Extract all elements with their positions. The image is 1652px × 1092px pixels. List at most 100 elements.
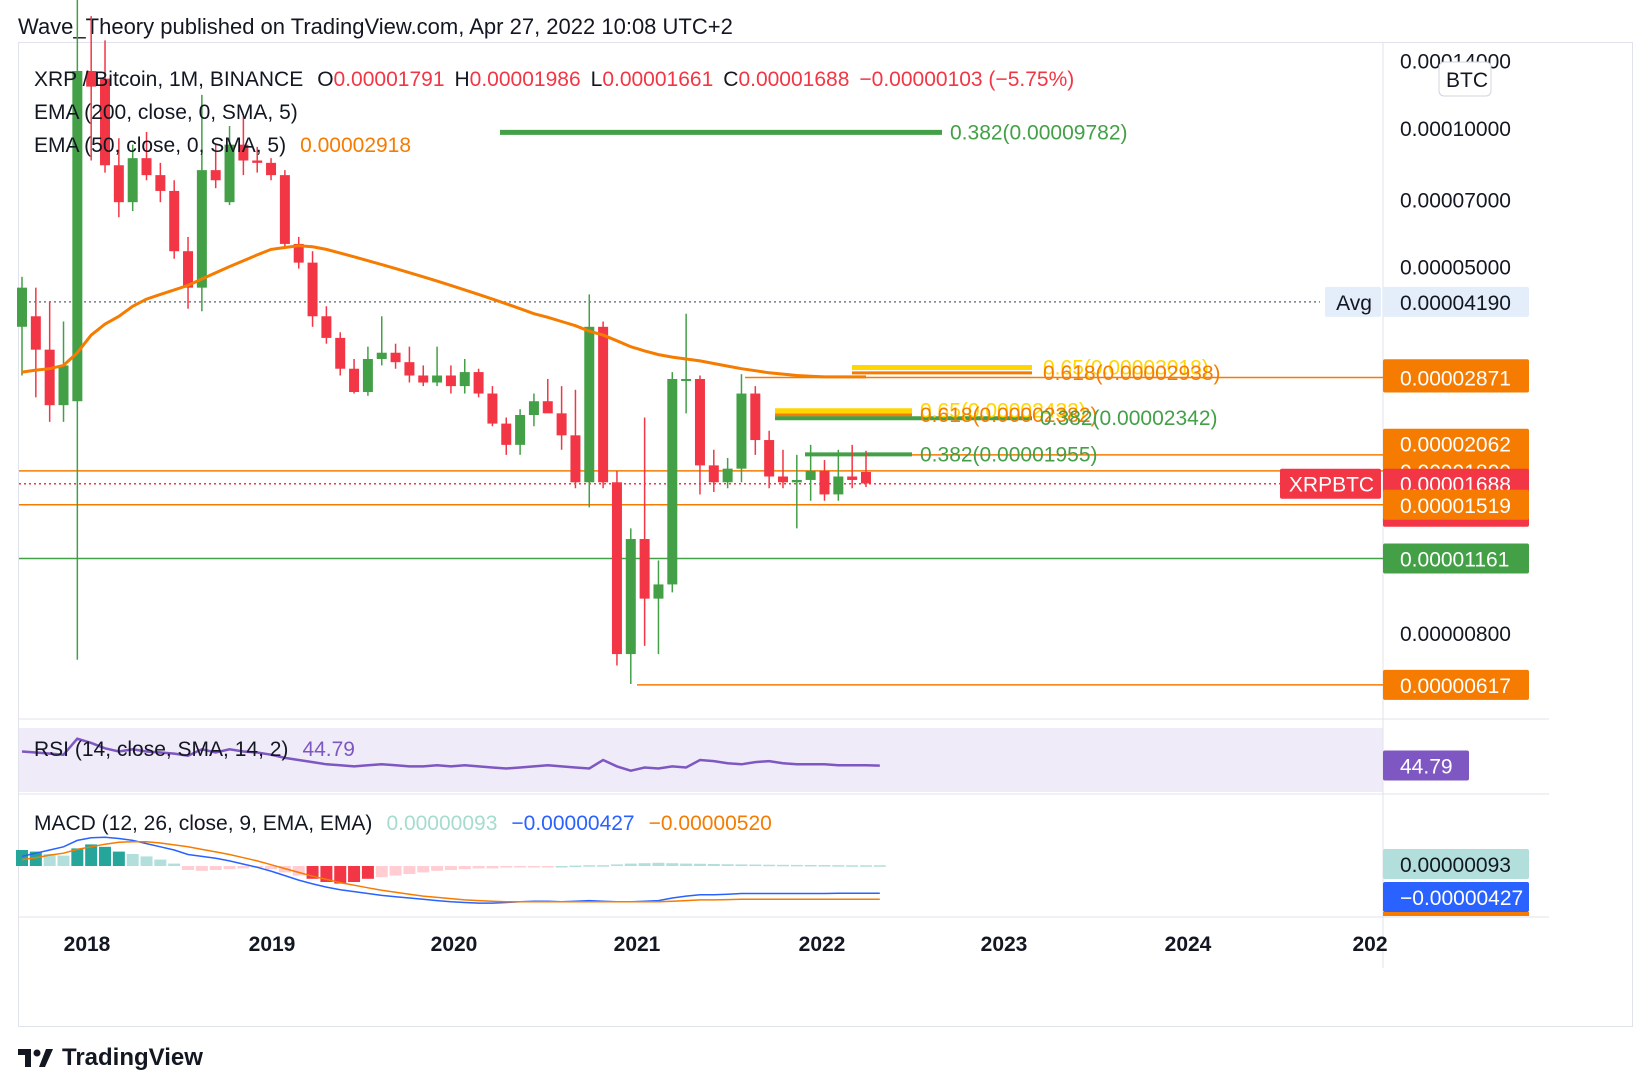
candle — [169, 180, 180, 259]
candle — [293, 236, 304, 269]
macd-hist-bar — [749, 864, 762, 867]
macd-axis-labels: 0.00000093 −0.00000427 — [1383, 849, 1529, 916]
fib-label: 0.382(0.00009782) — [950, 121, 1128, 144]
symbol-legend: XRP / Bitcoin, 1M, BINANCE O0.00001791 H0.… — [34, 68, 1088, 92]
tradingview-logo[interactable]: TradingView — [18, 1044, 203, 1072]
macd-hist-bar — [569, 865, 582, 868]
candle-body — [819, 470, 830, 495]
candle — [252, 146, 263, 173]
macd-hist-bar — [361, 866, 374, 879]
candle — [307, 251, 318, 327]
price-label-box — [1383, 669, 1529, 700]
price-axis-label: 0.00001519 — [1383, 489, 1529, 520]
macd-hist-bar — [472, 866, 485, 869]
macd-hist-bar — [790, 864, 803, 867]
candle-body — [183, 251, 194, 288]
candle — [445, 365, 456, 394]
ema200-legend[interactable]: EMA (200, close, 0, SMA, 5) — [34, 101, 298, 124]
macd-hist-bar — [680, 863, 693, 866]
candle — [584, 294, 595, 508]
macd-hist-label-box — [1383, 849, 1529, 879]
candle-body — [764, 440, 775, 477]
macd-hist-bar — [389, 866, 402, 876]
macd-line-label-box — [1383, 882, 1529, 912]
candle-body — [667, 378, 678, 585]
change-value: −0.00000103 (−5.75%) — [859, 68, 1075, 91]
macd-hist-bar — [195, 866, 208, 871]
candle-body — [30, 316, 41, 350]
macd-hist-bar — [804, 864, 817, 867]
candle-body — [307, 262, 318, 317]
price-label-text: 0.00002062 — [1400, 434, 1511, 457]
candle-body — [155, 175, 166, 191]
candle-body — [694, 378, 705, 466]
macd-hist-bar — [223, 866, 236, 870]
price-axis-label: 0.00000617 — [1383, 669, 1529, 700]
macd-hist-bar — [514, 866, 527, 868]
candle-body — [390, 352, 401, 363]
ema50-legend[interactable]: EMA (50, close, 0, SMA, 5) 0.00002918 — [34, 134, 412, 157]
candle-body — [750, 393, 761, 441]
price-label-box — [1383, 489, 1529, 520]
macd-hist-bar — [126, 854, 139, 866]
candle — [598, 321, 609, 489]
candle-body — [58, 365, 69, 406]
candle — [861, 450, 871, 488]
candle-body — [321, 316, 332, 338]
candle — [113, 138, 124, 218]
price-axis-label: 0.00002871 — [1383, 362, 1529, 393]
macd-hist-bar — [721, 864, 734, 866]
macd-hist-bar — [666, 863, 679, 866]
candle — [805, 444, 816, 501]
fib-label: 0.382(0.00001955) — [920, 443, 1098, 466]
candle — [681, 313, 692, 414]
candle — [183, 236, 194, 309]
candle-body — [487, 393, 498, 424]
macd-hist-bar — [860, 865, 872, 867]
candle — [528, 393, 539, 427]
fib-label: 0.382(0.00002342) — [1040, 407, 1218, 430]
candle — [17, 276, 27, 376]
price-label-box — [1383, 362, 1529, 393]
open-value: O0.00001791 — [317, 68, 445, 91]
candle-body — [722, 468, 733, 483]
candle-body — [639, 539, 650, 599]
macd-line — [21, 836, 880, 904]
candle-body — [736, 393, 747, 469]
macd-line-value: −0.00000427 — [511, 812, 635, 835]
candle-body — [86, 70, 97, 87]
macd-hist-bar — [652, 862, 665, 866]
macd-hist-bar — [29, 851, 42, 866]
candle — [404, 346, 415, 383]
x-tick-label: 2022 — [799, 933, 846, 956]
macd-hist-bar — [818, 865, 831, 867]
macd-hist-bar — [458, 866, 471, 870]
candle-body — [528, 401, 539, 416]
tradingview-logo-icon — [18, 1049, 53, 1067]
x-tick-label: 2018 — [64, 933, 111, 956]
candle — [86, 16, 97, 161]
candle — [58, 321, 69, 422]
rsi-value: 44.79 — [302, 738, 355, 761]
candle — [625, 528, 636, 684]
macd-hist-bar — [873, 865, 886, 867]
rsi-legend[interactable]: RSI (14, close, SMA, 14, 2) 44.79 — [34, 738, 355, 761]
candle — [639, 417, 650, 646]
candle-body — [473, 372, 484, 394]
candle — [570, 389, 581, 489]
macd-hist-bar — [527, 866, 540, 868]
candle-body — [833, 476, 844, 495]
price-tag-text: XRPBTC — [1289, 474, 1374, 497]
candle — [376, 316, 387, 366]
macd-legend[interactable]: MACD (12, 26, close, 9, EMA, EMA) 0.00000… — [34, 812, 772, 835]
macd-hist-bar — [43, 854, 56, 866]
macd-hist-bar — [334, 866, 347, 884]
macd-hist-label-text: 0.00000093 — [1400, 854, 1511, 877]
macd-hist-bar — [209, 866, 222, 870]
symbol-name[interactable]: XRP / Bitcoin, 1M, BINANCE — [34, 68, 304, 91]
macd-hist-bar — [417, 866, 430, 873]
candle — [335, 332, 346, 376]
candle-body — [515, 415, 526, 445]
candle — [473, 368, 484, 398]
